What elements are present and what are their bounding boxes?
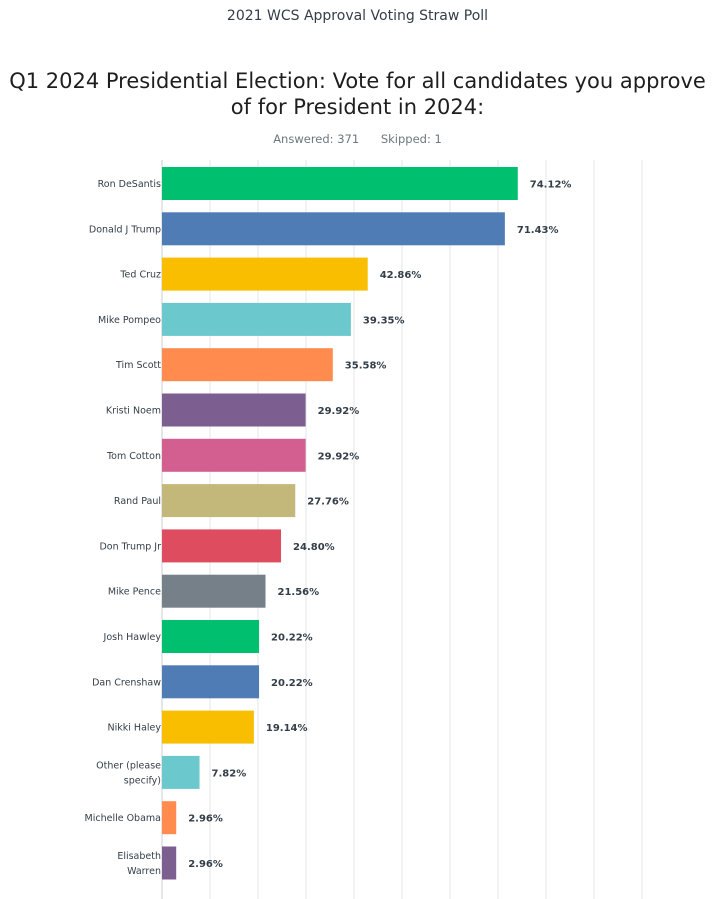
value-label: 7.82% <box>212 768 247 779</box>
category-label: Kristi Noem <box>106 406 161 417</box>
answered-count: Answered: 371 <box>273 132 360 146</box>
bar <box>162 257 368 291</box>
value-label: 2.96% <box>188 859 223 870</box>
category-label: Nikki Haley <box>108 723 162 734</box>
category-label: Donald J Trump <box>89 224 161 235</box>
category-label: Michelle Obama <box>85 813 161 824</box>
bar <box>162 438 306 472</box>
category-label: Tim Scott <box>115 360 161 371</box>
bar <box>162 529 282 563</box>
bar <box>162 574 266 608</box>
value-label: 27.76% <box>307 497 349 508</box>
value-label: 42.86% <box>380 270 422 281</box>
value-label: 35.58% <box>345 361 387 372</box>
bar <box>162 484 296 518</box>
value-label: 71.43% <box>517 225 559 236</box>
category-label: Tom Cotton <box>106 451 161 462</box>
bar <box>162 710 254 744</box>
value-label: 2.96% <box>188 814 223 825</box>
question-title: Q1 2024 Presidential Election: Vote for … <box>9 69 706 119</box>
bar <box>162 620 260 653</box>
value-label: 39.35% <box>363 315 405 326</box>
category-label: Elisabeth Warren <box>117 851 161 877</box>
category-label: Don Trump Jr <box>99 541 161 552</box>
bar <box>162 393 306 427</box>
value-label: 20.22% <box>271 633 313 644</box>
bar <box>162 167 518 200</box>
skipped-count: Skipped: 1 <box>380 132 442 146</box>
bar <box>162 846 177 880</box>
value-label: 74.12% <box>530 180 572 191</box>
bar <box>162 755 200 789</box>
category-label: Rand Paul <box>114 496 161 507</box>
category-label: Other (please specify) <box>96 760 161 786</box>
response-stats: Answered: 371 Skipped: 1 <box>0 132 715 146</box>
category-label: Josh Hawley <box>103 632 162 643</box>
category-label: Dan Crenshaw <box>92 677 161 688</box>
poll-title: 2021 WCS Approval Voting Straw Poll <box>226 8 489 24</box>
value-label: 21.56% <box>277 587 319 598</box>
value-label: 24.80% <box>293 542 335 553</box>
category-label: Mike Pence <box>108 587 161 598</box>
bar <box>162 302 351 336</box>
category-label: Ron DeSantis <box>98 179 161 190</box>
value-label: 19.14% <box>266 723 308 734</box>
category-label: Ted Cruz <box>119 270 161 281</box>
bar <box>162 348 333 382</box>
category-label: Mike Pompeo <box>98 315 161 326</box>
bar <box>162 665 260 699</box>
value-label: 20.22% <box>271 678 313 689</box>
bar <box>162 801 177 835</box>
bar <box>162 212 505 246</box>
value-label: 29.92% <box>318 451 360 462</box>
value-label: 29.92% <box>318 406 360 417</box>
